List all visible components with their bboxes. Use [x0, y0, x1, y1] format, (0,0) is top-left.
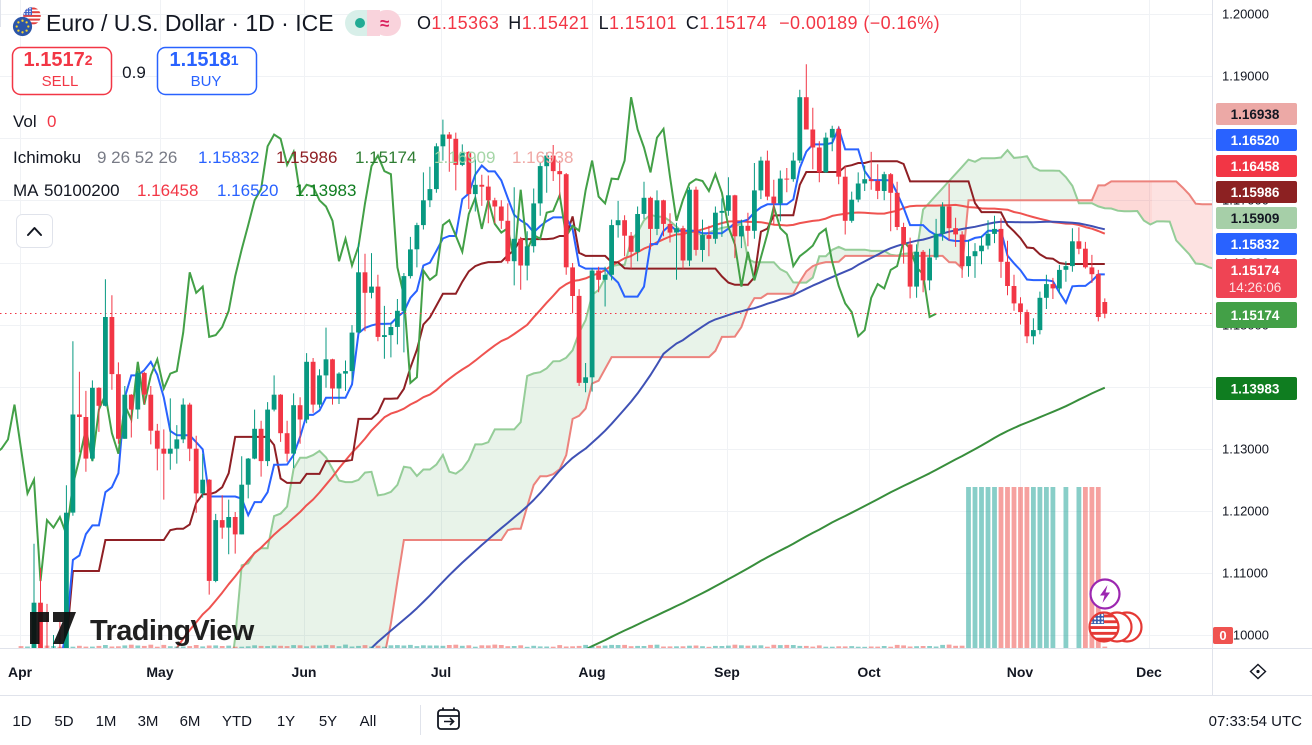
svg-text:1.16520: 1.16520: [1231, 133, 1280, 148]
svg-text:1.15832: 1.15832: [1231, 237, 1280, 252]
svg-text:MA: MA: [13, 181, 39, 200]
svg-text:5Y: 5Y: [319, 713, 337, 730]
svg-text:Oct: Oct: [857, 664, 881, 680]
svg-text:1.15174: 1.15174: [1231, 308, 1280, 323]
svg-text:9 26 52 26: 9 26 52 26: [97, 148, 177, 167]
svg-text:Euro / U.S. Dollar · 1D · ICE: Euro / U.S. Dollar · 1D · ICE: [46, 10, 334, 36]
svg-text:1.15909: 1.15909: [1231, 211, 1280, 226]
svg-text:1.10000: 1.10000: [1222, 628, 1269, 643]
svg-text:Jul: Jul: [431, 664, 451, 680]
svg-text:1.16938: 1.16938: [1231, 107, 1280, 122]
svg-text:May: May: [146, 664, 173, 680]
svg-text:1.15181: 1.15181: [170, 49, 239, 71]
svg-text:1.13983: 1.13983: [1231, 382, 1280, 397]
svg-text:1.15832: 1.15832: [198, 148, 259, 167]
svg-text:1.19000: 1.19000: [1222, 69, 1269, 84]
svg-text:Vol: Vol: [13, 112, 37, 131]
svg-text:1.15174: 1.15174: [1231, 263, 1280, 278]
svg-text:1.15174: 1.15174: [355, 148, 416, 167]
svg-text:1.16458: 1.16458: [1231, 159, 1280, 174]
svg-text:TradingView: TradingView: [90, 615, 255, 647]
svg-text:5D: 5D: [54, 713, 73, 730]
svg-text:0: 0: [47, 112, 56, 131]
svg-text:1.13983: 1.13983: [295, 181, 356, 200]
svg-text:Dec: Dec: [1136, 664, 1162, 680]
svg-text:1.16458: 1.16458: [137, 181, 198, 200]
svg-text:1M: 1M: [96, 713, 117, 730]
svg-text:YTD: YTD: [222, 713, 252, 730]
svg-text:All: All: [360, 713, 377, 730]
svg-text:1.16520: 1.16520: [217, 181, 278, 200]
svg-text:3M: 3M: [138, 713, 159, 730]
svg-text:0.9: 0.9: [122, 63, 146, 82]
svg-text:Apr: Apr: [8, 664, 33, 680]
svg-text:Jun: Jun: [292, 664, 317, 680]
svg-text:1.12000: 1.12000: [1222, 504, 1269, 519]
svg-text:BUY: BUY: [191, 73, 222, 90]
svg-text:6M: 6M: [180, 713, 201, 730]
svg-text:0: 0: [1219, 628, 1226, 643]
svg-text:Ichimoku: Ichimoku: [13, 148, 81, 167]
svg-text:Aug: Aug: [578, 664, 605, 680]
svg-text:1.15986: 1.15986: [1231, 185, 1280, 200]
svg-text:1.15172: 1.15172: [24, 49, 93, 71]
svg-text:1D: 1D: [12, 713, 31, 730]
svg-text:50100200: 50100200: [44, 181, 120, 200]
svg-text:07:33:54 UTC: 07:33:54 UTC: [1209, 713, 1303, 730]
svg-text:SELL: SELL: [42, 73, 79, 90]
svg-text:Sep: Sep: [714, 664, 740, 680]
svg-text:1.15986: 1.15986: [276, 148, 337, 167]
svg-text:1.13000: 1.13000: [1222, 442, 1269, 457]
svg-text:Nov: Nov: [1007, 664, 1034, 680]
svg-text:1.20000: 1.20000: [1222, 7, 1269, 22]
svg-text:14:26:06: 14:26:06: [1229, 280, 1282, 295]
svg-text:1.16938: 1.16938: [512, 148, 573, 167]
svg-text:≈: ≈: [380, 14, 389, 33]
svg-text:1Y: 1Y: [277, 713, 295, 730]
svg-text:1.11000: 1.11000: [1222, 566, 1268, 581]
svg-text:1.16909: 1.16909: [434, 148, 495, 167]
